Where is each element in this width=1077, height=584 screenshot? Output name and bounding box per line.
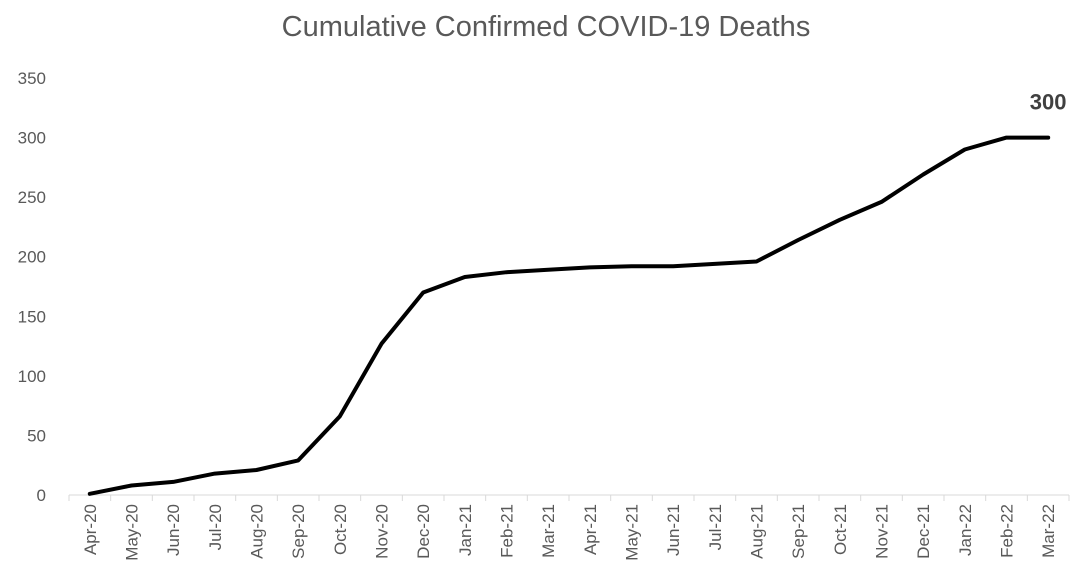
x-tick-label: Jan-22 <box>956 504 975 556</box>
data-labels: 300 <box>1030 90 1067 115</box>
y-tick-label: 350 <box>18 69 46 88</box>
x-tick-label: Jul-21 <box>706 504 725 550</box>
x-tick-label: May-20 <box>123 504 142 561</box>
x-tick-label: Feb-22 <box>998 504 1017 558</box>
y-tick-label: 150 <box>18 307 46 326</box>
x-tick-label: Dec-20 <box>414 504 433 559</box>
y-tick-label: 200 <box>18 248 46 267</box>
x-tick-label: Mar-21 <box>539 504 558 558</box>
data-label: 300 <box>1030 90 1067 115</box>
x-tick-label: Nov-21 <box>873 504 892 559</box>
chart-title: Cumulative Confirmed COVID-19 Deaths <box>282 11 811 43</box>
x-tick-label: Jun-20 <box>164 504 183 556</box>
x-tick-label: Oct-20 <box>331 504 350 555</box>
y-tick-label: 300 <box>18 129 46 148</box>
x-tick-label: Jan-21 <box>456 504 475 556</box>
x-tick-label: Dec-21 <box>914 504 933 559</box>
y-tick-label: 100 <box>18 367 46 386</box>
x-tick-label: May-21 <box>623 504 642 561</box>
y-tick-label: 50 <box>27 426 46 445</box>
y-tick-label: 250 <box>18 188 46 207</box>
x-tick-label: Aug-21 <box>748 504 767 559</box>
x-tick-label: Apr-21 <box>581 504 600 555</box>
y-axis-ticks: 0 50 100 150 200 250 300 350 <box>18 69 46 505</box>
x-tick-label: Sep-21 <box>789 504 808 559</box>
x-tick-label: Jul-20 <box>206 504 225 550</box>
x-tick-label: Feb-21 <box>498 504 517 558</box>
x-tick-label: Apr-20 <box>81 504 100 555</box>
x-tick-label: Mar-22 <box>1039 504 1058 558</box>
x-tick-label: Sep-20 <box>289 504 308 559</box>
x-tick-label: Nov-20 <box>373 504 392 559</box>
x-axis-ticks: Apr-20 May-20 Jun-20 Jul-20 Aug-20 Sep-20 Oct-… <box>68 495 1070 561</box>
x-tick-label: Aug-20 <box>248 504 267 559</box>
y-tick-label: 0 <box>37 486 46 505</box>
series-line <box>87 135 1051 496</box>
x-tick-label: Oct-21 <box>831 504 850 555</box>
x-tick-label: Jun-21 <box>664 504 683 556</box>
series-layer <box>87 135 1051 496</box>
